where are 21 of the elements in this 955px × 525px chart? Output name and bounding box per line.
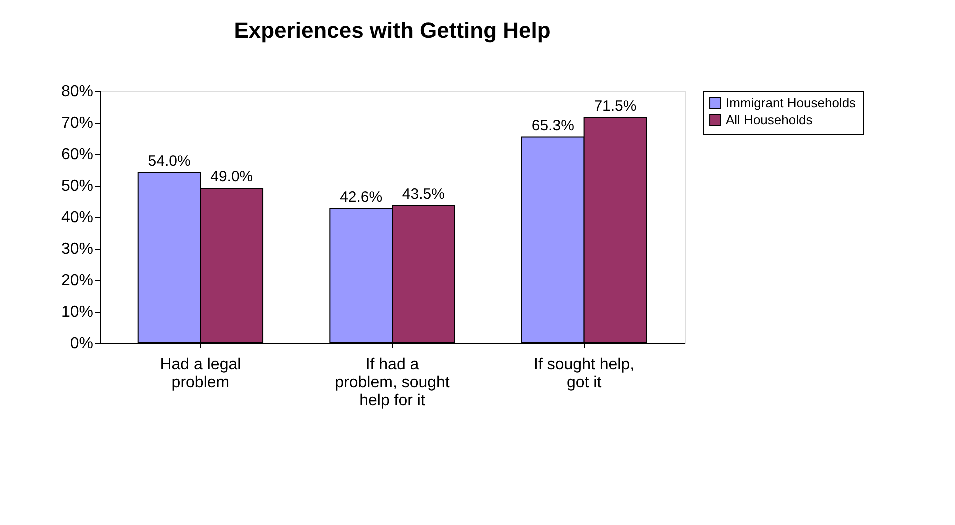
legend-label: All Households — [726, 112, 814, 128]
data-label: 54.0% — [148, 152, 191, 170]
data-label: 42.6% — [340, 188, 383, 206]
y-tick-label: 0% — [70, 336, 94, 352]
x-tick-label: If had a problem, sought help for it — [335, 356, 450, 410]
y-tick-label: 70% — [61, 115, 94, 132]
y-tick-label: 50% — [61, 178, 94, 195]
chart-title: Experiences with Getting Help — [234, 18, 551, 43]
data-label: 65.3% — [532, 117, 574, 134]
data-label: 71.5% — [594, 98, 637, 115]
y-tick-label: 30% — [61, 241, 94, 258]
y-tick-label: 20% — [61, 272, 94, 290]
y-tick-label: 80% — [61, 84, 94, 100]
y-tick-label: 60% — [61, 146, 94, 164]
x-tick-label: Had a legal problem — [160, 356, 242, 392]
y-tick-label: 10% — [61, 304, 94, 321]
x-tick-label: If sought help, got it — [534, 356, 635, 392]
legend-label: Immigrant Households — [726, 96, 857, 110]
data-label: 49.0% — [210, 168, 254, 186]
y-tick-label: 40% — [61, 210, 94, 226]
data-label: 43.5% — [402, 186, 445, 203]
